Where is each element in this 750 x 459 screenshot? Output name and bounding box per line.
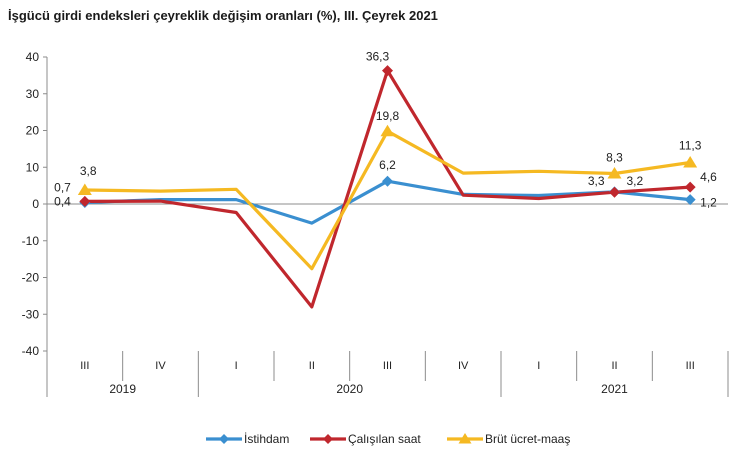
category-label: II: [309, 360, 315, 372]
y-tick-label: -40: [22, 344, 40, 358]
legend-marker: [458, 433, 472, 444]
data-label: 11,3: [679, 138, 702, 152]
legend-label: İstihdam: [244, 432, 289, 446]
legend-label: Brüt ücret-maaş: [485, 432, 570, 446]
data-label: 3,3: [588, 174, 605, 188]
legend-marker: [219, 434, 229, 444]
y-tick-label: 40: [26, 50, 40, 64]
legend: İstihdam Çalışılan saat Brüt ücret-maaş: [206, 432, 570, 446]
category-label: III: [80, 360, 89, 372]
y-tick-label: -10: [22, 234, 40, 248]
y-tick-label: -30: [22, 307, 40, 321]
year-label: 2020: [336, 382, 363, 396]
category-label: IV: [458, 360, 469, 372]
data-label: 19,8: [376, 109, 400, 123]
y-tick-label: 10: [26, 160, 40, 174]
series-markers: [77, 65, 698, 209]
data-labels: 0,4 6,2 3,3 1,2 0,7 36,3 3,2 4,6 3,8 19,8 8,3 11,3: [54, 50, 717, 210]
legend-label: Çalışılan saat: [348, 432, 421, 446]
data-label: 6,2: [379, 158, 396, 172]
series-0-marker: [684, 194, 696, 206]
series-1-marker: [382, 65, 393, 77]
data-label: 8,3: [606, 150, 623, 164]
category-label: IV: [155, 360, 166, 372]
y-tick-label: -20: [22, 271, 40, 285]
category-label: II: [611, 360, 617, 372]
y-tick-label: 30: [26, 87, 40, 101]
series-2-marker: [683, 155, 698, 168]
year-label: 2019: [109, 382, 136, 396]
chart-title: İşgücü girdi endeksleri çeyreklik değişi…: [8, 8, 438, 23]
series-lines: [83, 68, 692, 309]
series-0-marker: [382, 175, 393, 187]
year-label: 2021: [601, 382, 628, 396]
series-2-marker: [380, 124, 395, 137]
series-1-marker: [684, 181, 696, 193]
series-2-marker: [77, 183, 92, 196]
y-tick-label: 20: [26, 124, 40, 138]
data-label: 0,4: [54, 195, 71, 209]
series-2-marker: [607, 166, 622, 179]
data-label: 3,2: [627, 174, 644, 188]
series-1-marker: [79, 195, 91, 207]
data-label: 3,8: [80, 164, 97, 178]
data-label: 36,3: [366, 50, 390, 64]
category-label: I: [235, 360, 238, 372]
category-label: I: [537, 360, 540, 372]
y-tick-label: 0: [32, 197, 39, 211]
category-label: III: [686, 360, 695, 372]
data-label: 0,7: [54, 180, 71, 194]
legend-marker: [323, 434, 333, 444]
series-line-1: [83, 68, 692, 309]
category-label: III: [383, 360, 392, 372]
data-label: 4,6: [700, 170, 717, 184]
data-label: 1,2: [700, 196, 717, 210]
series-1-marker: [609, 186, 620, 198]
